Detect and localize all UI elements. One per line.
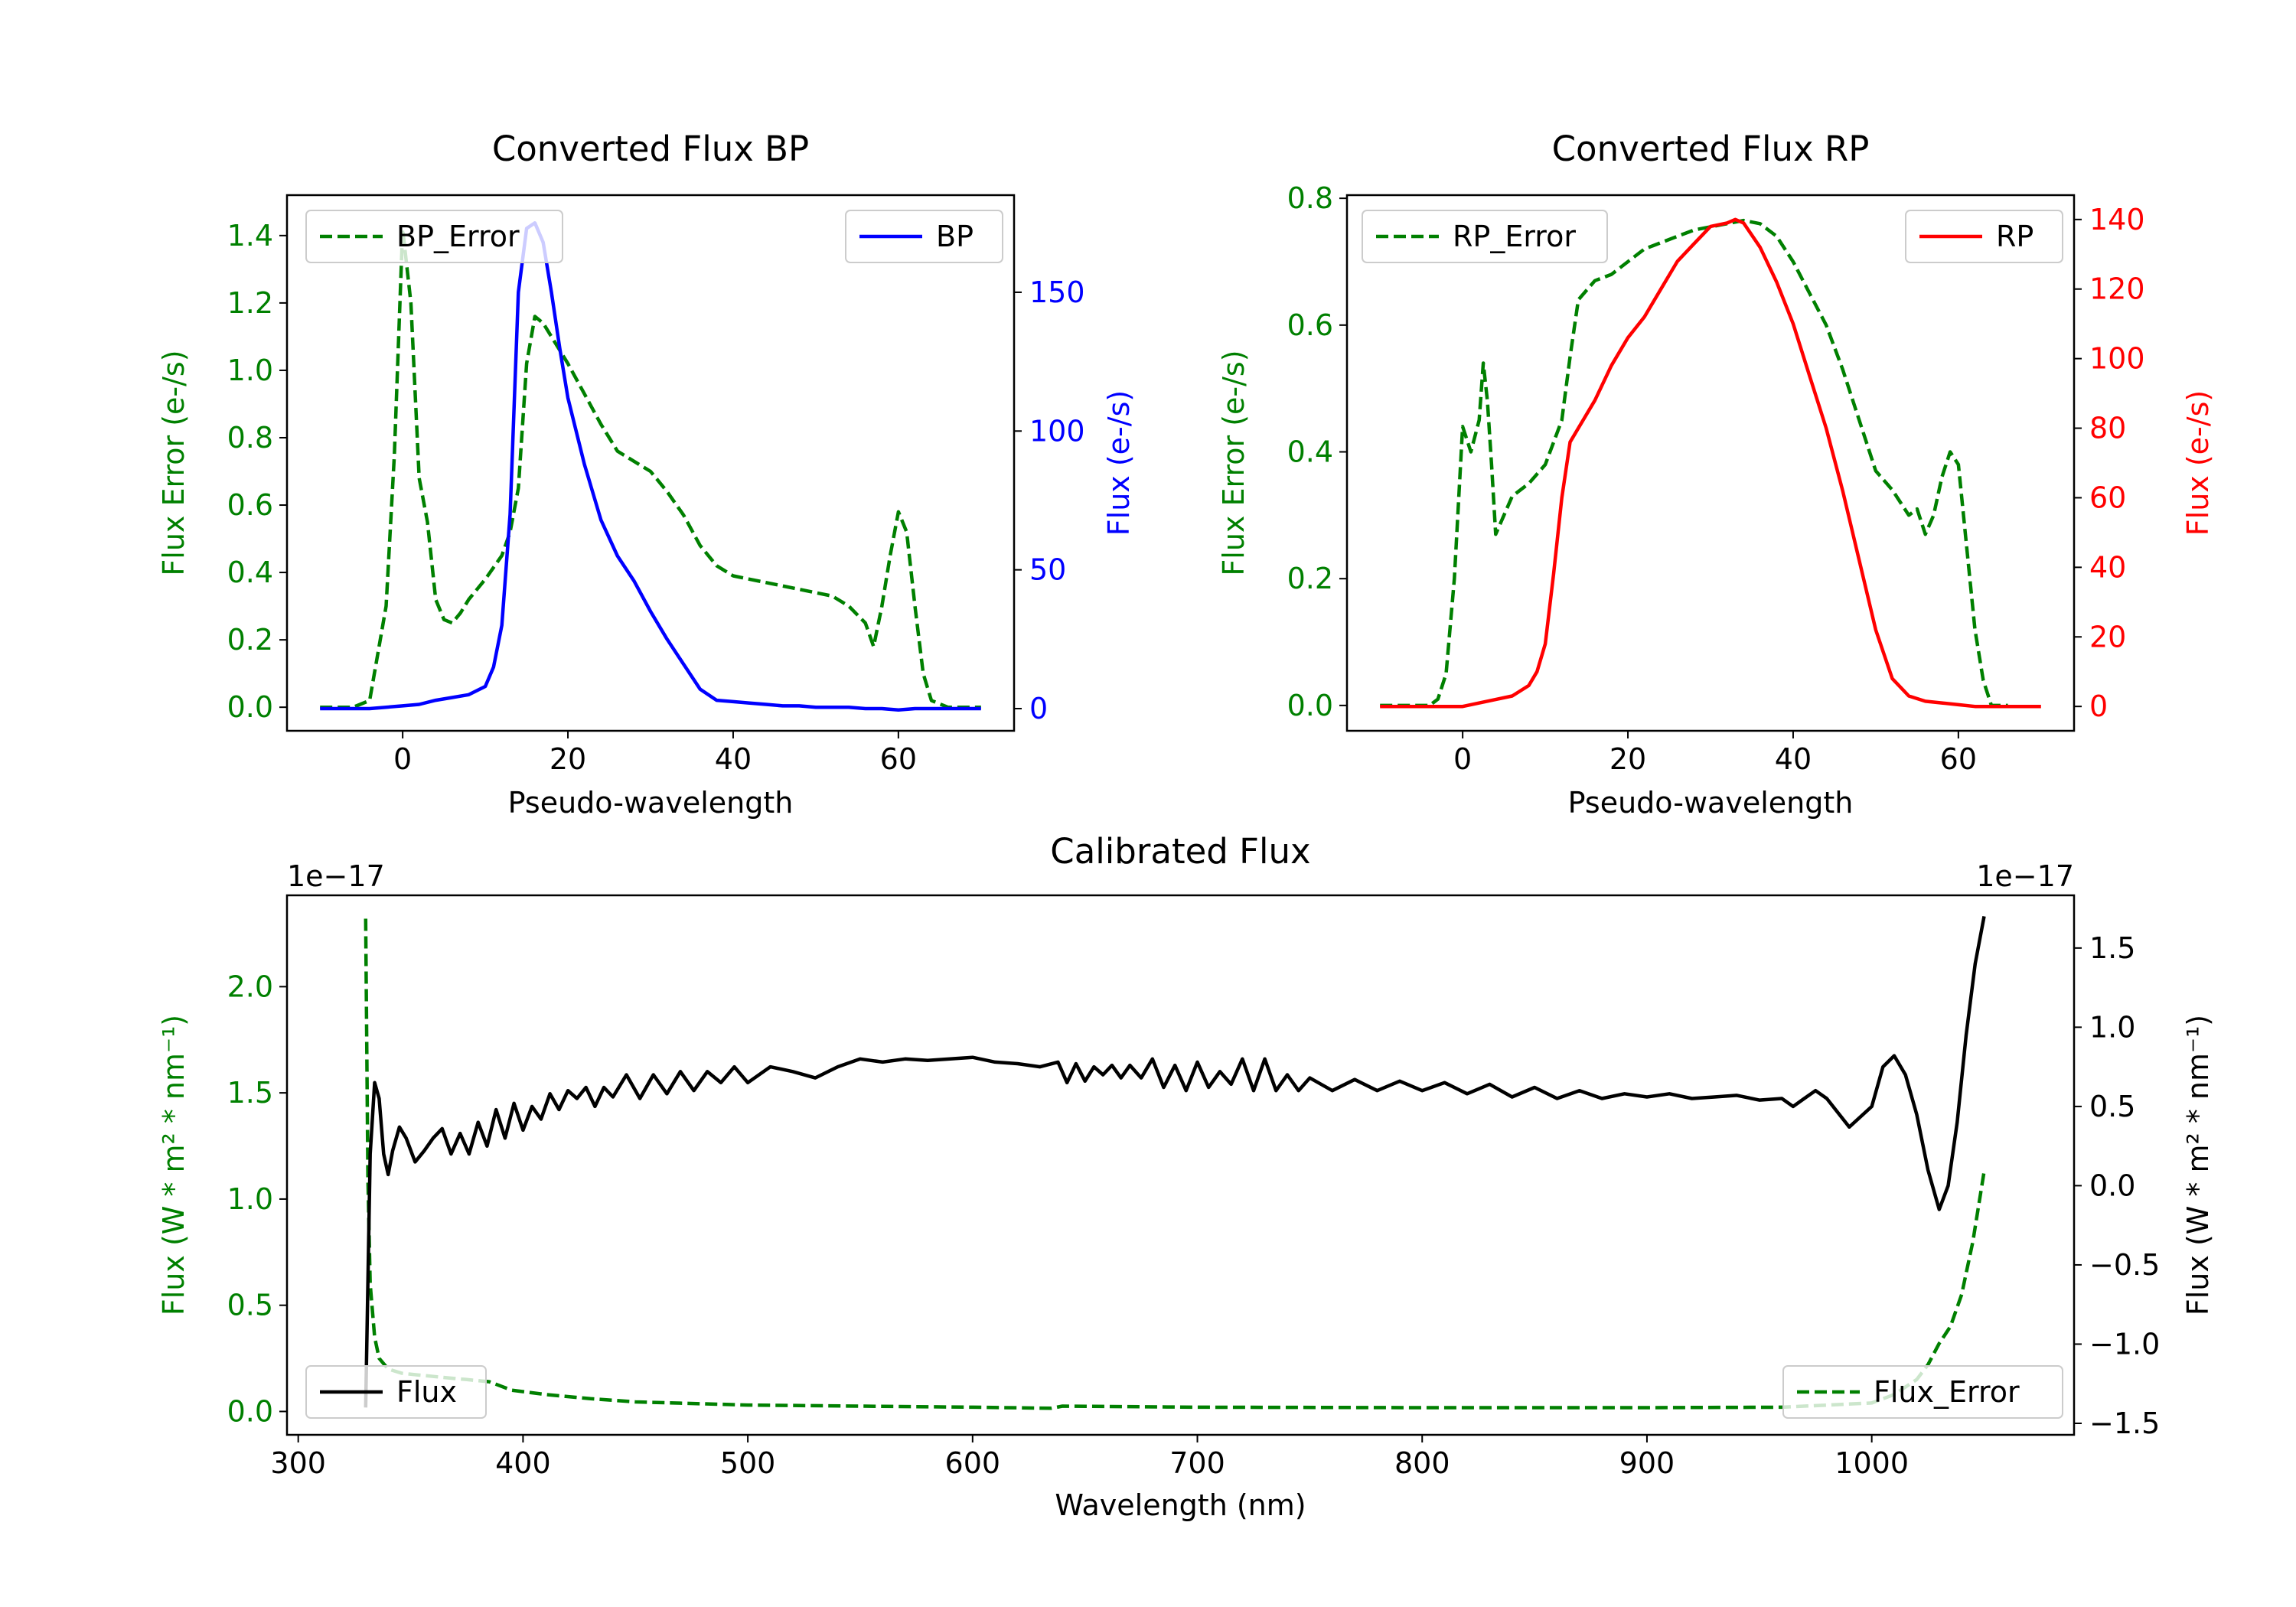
y-right-tick-label: 150 <box>1029 275 1085 309</box>
legend-left-label: RP_Error <box>1453 220 1576 253</box>
series-line-flux <box>364 915 1986 1408</box>
legend-right-label: BP <box>936 220 974 253</box>
y-left-tick-label: 0.4 <box>1287 435 1333 469</box>
y-left-tick-label: 0.0 <box>1287 689 1333 722</box>
y-left-tick-label: 1.0 <box>227 354 273 387</box>
series-line-bp <box>320 221 981 712</box>
y-left-tick-label: 0.0 <box>227 690 273 724</box>
y-right-axis-label: Flux (e-/s) <box>1102 390 1136 536</box>
x-tick-label: 20 <box>1609 742 1646 776</box>
legend-left-box <box>1362 210 1608 263</box>
y-left-tick-label: 0.6 <box>227 488 273 522</box>
y-left-tick-label: 1.4 <box>227 219 273 253</box>
y-right-tick-label: 40 <box>2089 550 2126 584</box>
chart-title: Converted Flux RP <box>1552 129 1870 169</box>
axes-frame <box>285 194 1016 732</box>
y-right-tick-label: −1.5 <box>2089 1407 2160 1440</box>
series-line-rp-error <box>1380 218 2008 708</box>
x-tick-label: 60 <box>880 742 917 776</box>
y-left-tick-label: 0.8 <box>227 421 273 455</box>
legend-right-label: RP <box>1996 220 2033 253</box>
x-axis-label: Pseudo-wavelength <box>1568 786 1854 820</box>
y-left-offset-label: 1e−17 <box>287 859 385 893</box>
legend-left-label: Flux <box>396 1375 457 1409</box>
x-tick-label: 300 <box>270 1446 326 1480</box>
x-tick-label: 900 <box>1619 1446 1675 1480</box>
y-right-tick-label: 60 <box>2089 481 2126 514</box>
legend-left-box <box>305 1365 487 1419</box>
x-tick-label: 40 <box>1775 742 1812 776</box>
y-left-tick-label: 0.2 <box>227 623 273 657</box>
legend-left-box <box>305 210 563 263</box>
legend-right-label: Flux_Error <box>1874 1375 2020 1409</box>
y-left-tick-label: 0.8 <box>1287 181 1333 215</box>
y-right-axis-label: Flux (e-/s) <box>2181 390 2215 536</box>
y-right-tick-label: 1.5 <box>2089 931 2135 965</box>
x-axis-label: Pseudo-wavelength <box>508 786 794 820</box>
y-left-tick-label: 0.2 <box>1287 562 1333 595</box>
x-tick-label: 400 <box>495 1446 551 1480</box>
axes-frame <box>1345 194 2076 732</box>
y-left-tick-label: 0.4 <box>227 556 273 589</box>
y-left-tick-label: 0.6 <box>1287 308 1333 342</box>
x-tick-label: 20 <box>550 742 586 776</box>
series-line-bp-error <box>320 227 981 709</box>
legend-right-box <box>1782 1365 2063 1419</box>
series-line-rp <box>1380 217 2041 709</box>
y-right-tick-label: 100 <box>1029 414 1085 448</box>
y-left-axis-label: Flux (W * m² * nm⁻¹) <box>157 1015 191 1315</box>
y-right-tick-label: −1.0 <box>2089 1327 2160 1361</box>
x-tick-label: 800 <box>1394 1446 1450 1480</box>
x-tick-label: 40 <box>715 742 752 776</box>
y-right-tick-label: 80 <box>2089 412 2126 445</box>
y-right-axis-label: Flux (W * m² * nm⁻¹) <box>2181 1015 2215 1315</box>
x-tick-label: 60 <box>1940 742 1977 776</box>
legend-right-box <box>1905 210 2063 263</box>
legend-right-box <box>845 210 1003 263</box>
chart-title: Calibrated Flux <box>1050 831 1310 872</box>
axes-frame <box>285 894 2076 1436</box>
x-tick-label: 700 <box>1169 1446 1225 1480</box>
y-right-tick-label: 100 <box>2089 342 2145 376</box>
y-right-tick-label: 140 <box>2089 203 2145 236</box>
y-right-tick-label: 50 <box>1029 553 1066 587</box>
x-tick-label: 500 <box>720 1446 776 1480</box>
y-left-tick-label: 0.0 <box>227 1394 273 1428</box>
y-right-offset-label: 1e−17 <box>1976 859 2074 893</box>
x-tick-label: 0 <box>393 742 412 776</box>
y-right-tick-label: 0 <box>1029 692 1048 725</box>
x-tick-label: 1000 <box>1835 1446 1909 1480</box>
y-left-tick-label: 1.5 <box>227 1076 273 1110</box>
y-left-tick-label: 1.0 <box>227 1182 273 1216</box>
y-left-tick-label: 0.5 <box>227 1289 273 1322</box>
legend-left-label: BP_Error <box>396 220 520 253</box>
y-right-tick-label: 0 <box>2089 689 2108 723</box>
y-right-tick-label: 120 <box>2089 272 2145 306</box>
y-left-axis-label: Flux Error (e-/s) <box>1217 350 1251 575</box>
x-tick-label: 600 <box>945 1446 1001 1480</box>
y-left-tick-label: 1.2 <box>227 286 273 320</box>
x-axis-label: Wavelength (nm) <box>1055 1488 1306 1522</box>
y-right-tick-label: 0.0 <box>2089 1169 2135 1202</box>
y-right-tick-label: 1.0 <box>2089 1010 2135 1044</box>
y-right-tick-label: 20 <box>2089 620 2126 654</box>
x-tick-label: 0 <box>1453 742 1472 776</box>
y-left-axis-label: Flux Error (e-/s) <box>157 350 191 575</box>
chart-title: Converted Flux BP <box>492 129 809 169</box>
y-right-tick-label: 0.5 <box>2089 1090 2135 1123</box>
y-left-tick-label: 2.0 <box>227 970 273 1003</box>
y-right-tick-label: −0.5 <box>2089 1248 2160 1282</box>
